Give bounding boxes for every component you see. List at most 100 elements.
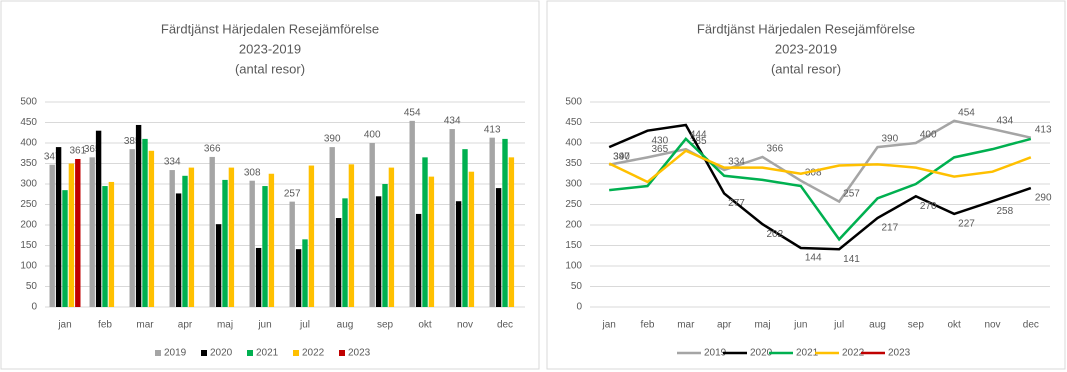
bar [462,149,468,307]
bar [449,129,455,307]
data-label: 334 [728,157,745,168]
y-tick-label: 300 [565,179,582,190]
y-tick-label: 300 [20,179,37,190]
bar [129,149,135,307]
x-tick-label: mar [136,320,154,331]
bar [55,147,62,307]
bar [142,138,148,307]
bar [508,157,515,307]
x-tick-label: sep [908,320,925,331]
y-tick-label: 100 [565,261,582,272]
bar [348,164,355,307]
legend-swatch [247,350,253,356]
data-label: 141 [843,254,860,265]
y-tick-label: 50 [571,281,583,292]
bar [135,124,142,308]
y-tick-label: 350 [565,158,582,169]
chart-title: (antal resor) [771,61,841,76]
bar [215,224,222,307]
data-label: 366 [204,144,221,155]
bar [375,196,382,307]
legend-label: 2021 [796,348,819,359]
bar [209,156,215,307]
x-tick-label: mar [677,320,695,331]
x-tick-label: apr [717,320,732,331]
x-tick-label: aug [337,320,354,331]
data-label: 400 [364,130,381,141]
data-label: 347 [44,151,61,162]
bar [175,193,182,307]
bar [369,143,375,307]
x-tick-label: nov [984,320,1000,331]
bar [95,130,102,307]
data-label: 334 [164,157,181,168]
data-label: 257 [843,188,860,199]
data-label: 430 [652,135,669,146]
data-label: 347 [613,151,630,162]
bar [409,120,415,307]
y-tick-label: 100 [20,261,37,272]
bar [188,167,195,307]
y-tick-label: 150 [565,240,582,251]
bar [342,198,348,307]
legend-label: 2021 [256,348,279,359]
bar [249,180,255,307]
bar [75,158,81,307]
data-label: 454 [404,108,421,119]
data-label: 390 [882,134,899,145]
data-label: 366 [767,144,784,155]
bar [182,175,188,307]
y-tick-label: 0 [576,302,582,313]
x-tick-label: jun [257,320,271,331]
x-tick-label: sep [377,320,394,331]
x-tick-label: dec [497,320,513,331]
x-tick-label: apr [178,320,193,331]
x-tick-label: dec [1023,320,1039,331]
y-tick-label: 200 [20,220,37,231]
y-tick-label: 250 [565,199,582,210]
data-label: 365 [84,144,101,155]
bar [329,147,335,307]
legend-label: 2020 [750,348,773,359]
bar [468,171,475,307]
data-label: 290 [1035,193,1052,204]
bar [415,213,422,307]
x-tick-label: nov [457,320,473,331]
data-label: 385 [690,136,707,147]
y-tick-label: 50 [26,281,38,292]
x-tick-label: jan [57,320,71,331]
x-tick-label: feb [641,320,655,331]
line-series [608,149,1032,184]
legend-swatch [201,350,207,356]
y-tick-label: 400 [20,138,37,149]
bar [102,186,108,307]
y-tick-label: 500 [20,97,37,108]
bar [262,186,268,307]
bar [228,167,235,307]
bar [108,181,115,307]
y-tick-label: 450 [20,117,37,128]
x-tick-label: okt [418,320,432,331]
bar [89,157,95,307]
chart-title: (antal resor) [235,61,305,76]
data-label: 202 [767,229,784,240]
x-tick-label: feb [98,320,112,331]
bar [289,201,295,307]
legend-label: 2019 [164,348,187,359]
bar [428,176,435,307]
bar [502,138,508,307]
data-label: 434 [997,116,1014,127]
bar [222,179,228,307]
bar [422,157,428,307]
y-tick-label: 250 [20,199,37,210]
bar [455,201,462,307]
x-tick-label: jan [601,320,615,331]
y-tick-label: 200 [565,220,582,231]
data-label: 308 [244,167,261,178]
data-label: 217 [882,223,899,234]
x-tick-label: maj [217,320,233,331]
data-label: 413 [1035,124,1052,135]
chart-title: Färdtjänst Härjedalen Resejämförelse [161,21,379,36]
legend-label: 2020 [210,348,233,359]
y-tick-label: 450 [565,117,582,128]
